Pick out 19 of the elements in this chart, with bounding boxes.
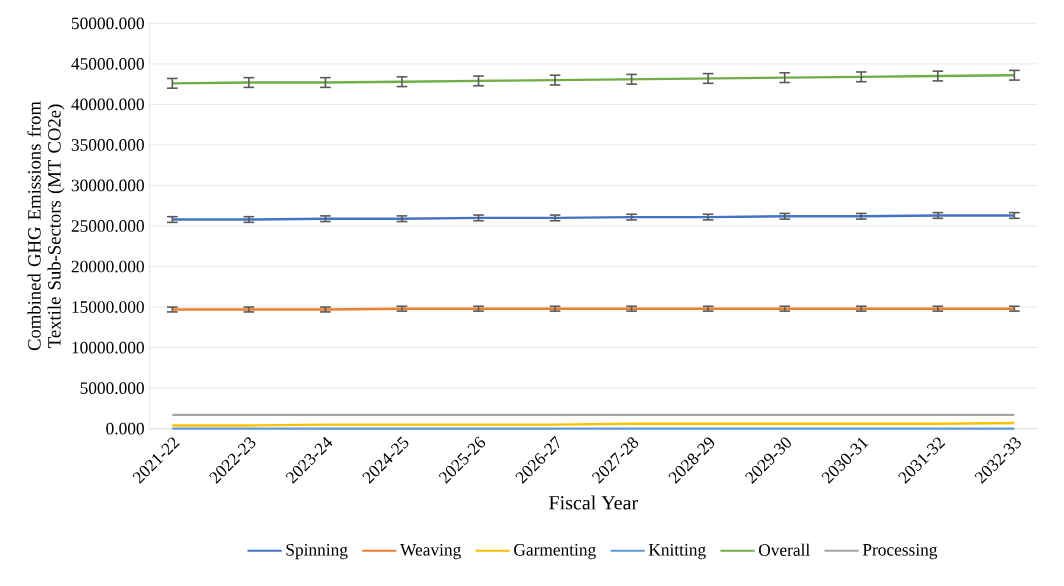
legend-label: Overall <box>758 543 810 556</box>
legend-label: Processing <box>862 543 938 560</box>
y-tick-label: 45000.000 <box>71 57 144 70</box>
legend-label: Weaving <box>400 543 461 560</box>
y-tick-label: 35000.000 <box>71 139 144 151</box>
legend-label: Knitting <box>648 543 706 560</box>
y-tick-label: 50000.000 <box>71 17 144 30</box>
y-tick-label: 30000.000 <box>71 179 144 192</box>
y-tick-label: 25000.000 <box>71 220 144 232</box>
legend-label: Garmenting <box>514 543 596 560</box>
y-axis-title: Combined GHG Emissions from Textile Sub-Sectors (MT CO2e) <box>27 101 65 351</box>
y-tick-label: 15000.000 <box>72 301 144 313</box>
x-axis-title: Fiscal Year <box>549 495 638 510</box>
y-tick-label: 40000.000 <box>71 98 144 111</box>
y-tick-label: 20000.000 <box>71 260 144 273</box>
y-tick-label: 5000.000 <box>80 382 144 395</box>
y-tick-label: 0.000 <box>106 422 144 435</box>
legend-label: Spinning <box>286 543 348 560</box>
y-tick-label: 10000.000 <box>72 341 144 354</box>
